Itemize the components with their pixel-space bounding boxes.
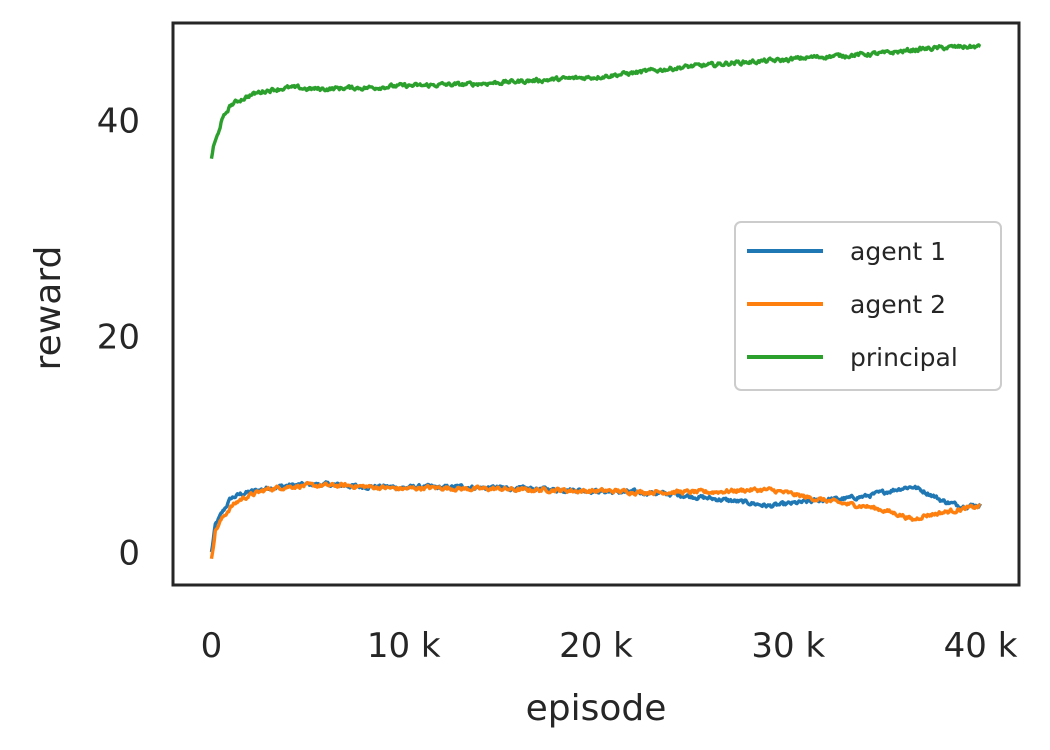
x-tick-label: 10 k	[367, 626, 441, 666]
legend-box	[734, 221, 1002, 391]
x-axis-label: episode	[526, 688, 667, 729]
legend-items: agent 1 agent 2 principal	[747, 237, 958, 372]
plot-frame	[171, 21, 1021, 587]
y-tick-label: 0	[118, 534, 140, 574]
x-tick-label: 30 k	[751, 626, 825, 666]
x-tick-label: 0	[201, 626, 223, 666]
series-line-principal	[209, 43, 982, 160]
y-tick-label: 20	[97, 317, 140, 357]
legend-label-principal: principal	[850, 343, 958, 372]
legend-label-agent-2: agent 2	[850, 290, 946, 319]
series-layer	[209, 43, 982, 560]
y-tick-label: 40	[97, 101, 140, 141]
legend-label-agent-1: agent 1	[850, 237, 946, 266]
x-tick-labels: 0 10 k 20 k 30 k 40 k	[201, 626, 1018, 666]
y-axis-label: reward	[28, 246, 69, 371]
x-tick-label: 40 k	[944, 626, 1018, 666]
legend: agent 1 agent 2 principal	[734, 221, 1002, 391]
x-tick-label: 20 k	[559, 626, 633, 666]
series-line-agent-2	[209, 480, 982, 560]
y-tick-labels: 0 20 40	[97, 101, 140, 573]
